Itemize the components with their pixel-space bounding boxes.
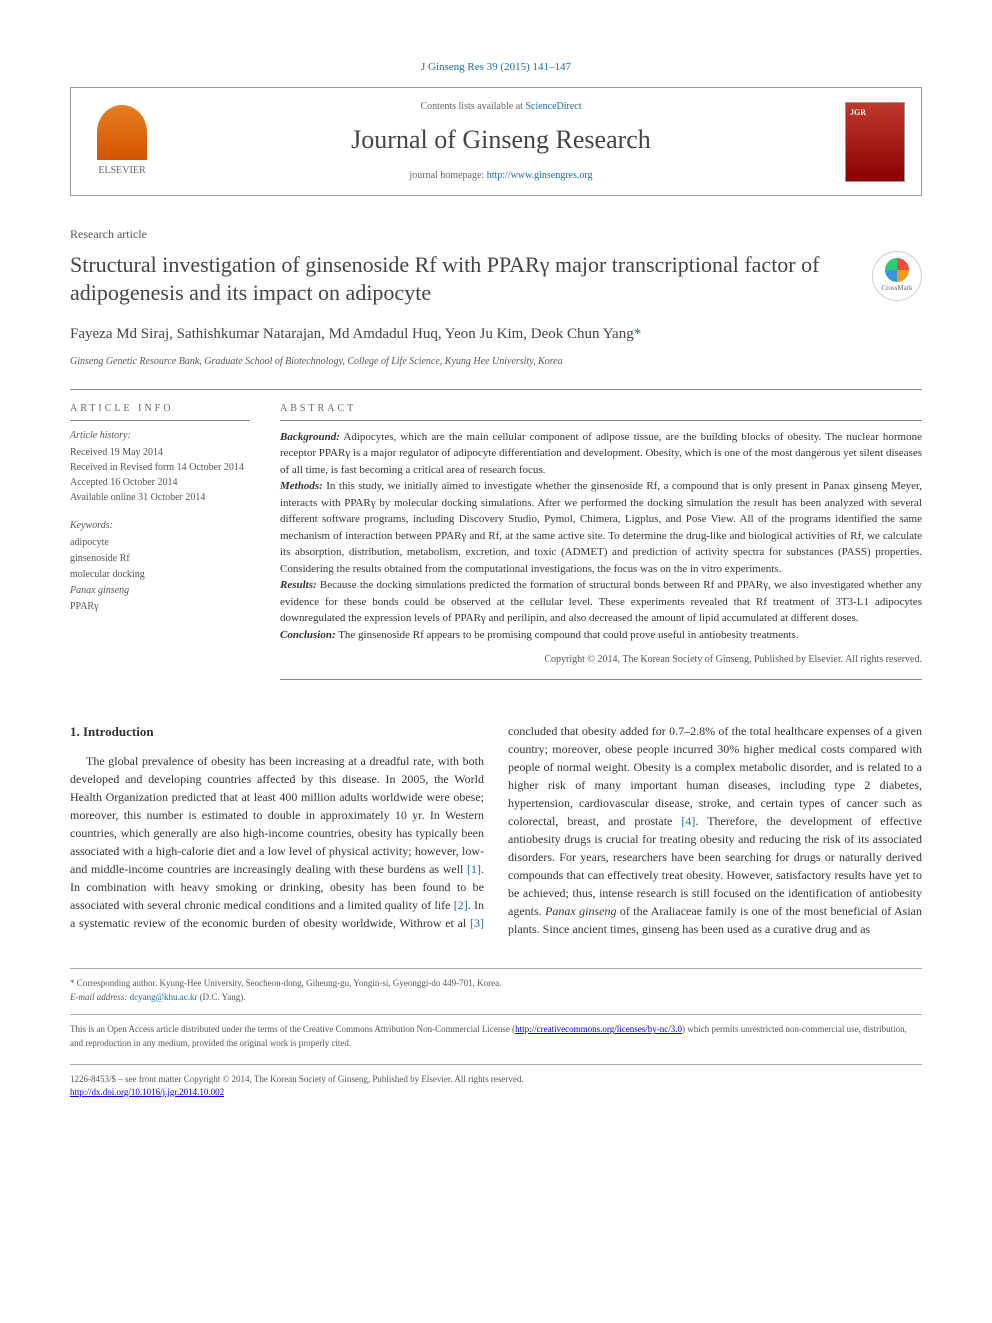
article-title: Structural investigation of ginsenoside … (70, 251, 852, 308)
abstract-text: Background: Adipocytes, which are the ma… (280, 429, 922, 644)
email-link[interactable]: dcyang@khu.ac.kr (130, 992, 198, 1002)
methods-label: Methods: (280, 480, 323, 492)
ref-link[interactable]: [2] (454, 898, 468, 912)
doi-link[interactable]: http://dx.doi.org/10.1016/j.jgr.2014.10.… (70, 1087, 224, 1097)
sciencedirect-link[interactable]: ScienceDirect (525, 101, 581, 112)
background-text: Adipocytes, which are the main cellular … (280, 431, 922, 476)
journal-reference: J Ginseng Res 39 (2015) 141–147 (70, 60, 922, 75)
keywords-list: adipocyte ginsenoside Rf molecular docki… (70, 535, 250, 615)
abstract-heading: ABSTRACT (280, 402, 922, 421)
history-label: Article history: (70, 429, 250, 443)
author-list: Fayeza Md Siraj, Sathishkumar Natarajan,… (70, 326, 634, 342)
homepage-link[interactable]: http://www.ginsengres.org (487, 170, 593, 181)
article-type: Research article (70, 226, 922, 243)
corr-text: Kyung-Hee University, Seocheon-dong, Gih… (160, 978, 502, 988)
contents-line: Contents lists available at ScienceDirec… (173, 100, 829, 114)
corresponding-footer: * Corresponding author. Kyung-Hee Univer… (70, 968, 922, 1004)
accepted-date: Accepted 16 October 2014 (70, 475, 250, 490)
results-text: Because the docking simulations predicte… (280, 579, 922, 624)
keyword: Panax ginseng (70, 583, 250, 599)
section-heading: 1. Introduction (70, 722, 484, 742)
background-label: Background: (280, 431, 340, 443)
received-date: Received 19 May 2014 (70, 445, 250, 460)
ref-link[interactable]: [4] (681, 814, 695, 828)
issn-copyright: 1226-8453/$ – see front matter Copyright… (70, 1064, 922, 1098)
keyword: ginsenoside Rf (70, 551, 250, 567)
contents-prefix: Contents lists available at (420, 101, 525, 112)
ref-link[interactable]: [3] (470, 916, 484, 930)
license-link[interactable]: http://creativecommons.org/licenses/by-n… (515, 1024, 682, 1034)
journal-header: ELSEVIER Contents lists available at Sci… (70, 87, 922, 195)
crossmark-label: CrossMark (881, 284, 912, 294)
title-row: Structural investigation of ginsenoside … (70, 251, 922, 308)
corr-label: * Corresponding author. (70, 978, 160, 988)
conclusion-text: The ginsenoside Rf appears to be promisi… (336, 629, 799, 641)
keyword: molecular docking (70, 567, 250, 583)
issn-line: 1226-8453/$ – see front matter Copyright… (70, 1073, 922, 1086)
revised-date: Received in Revised form 14 October 2014 (70, 460, 250, 475)
methods-text: In this study, we initially aimed to inv… (280, 480, 922, 575)
journal-name: Journal of Ginseng Research (173, 122, 829, 158)
email-label: E-mail address: (70, 992, 130, 1002)
elsevier-logo: ELSEVIER (87, 102, 157, 182)
homepage-line: journal homepage: http://www.ginsengres.… (173, 169, 829, 183)
publisher-name: ELSEVIER (98, 164, 145, 178)
abstract: ABSTRACT Background: Adipocytes, which a… (280, 402, 922, 693)
license-block: This is an Open Access article distribut… (70, 1014, 922, 1050)
keyword: adipocyte (70, 535, 250, 551)
info-abstract-row: ARTICLE INFO Article history: Received 1… (70, 402, 922, 693)
authors: Fayeza Md Siraj, Sathishkumar Natarajan,… (70, 324, 922, 345)
header-center: Contents lists available at ScienceDirec… (173, 100, 829, 182)
crossmark-badge[interactable]: CrossMark (872, 251, 922, 301)
ref-link[interactable]: [1] (467, 862, 481, 876)
divider (70, 389, 922, 390)
corresponding-mark: * (634, 326, 642, 342)
intro-paragraph: The global prevalence of obesity has bee… (70, 722, 922, 938)
conclusion-label: Conclusion: (280, 629, 336, 641)
results-label: Results: (280, 579, 317, 591)
homepage-prefix: journal homepage: (409, 170, 486, 181)
body-text: 1. Introduction The global prevalence of… (70, 722, 922, 938)
email-suffix: (D.C. Yang). (197, 992, 245, 1002)
affiliation: Ginseng Genetic Resource Bank, Graduate … (70, 355, 922, 369)
keyword: PPARγ (70, 599, 250, 615)
article-info-heading: ARTICLE INFO (70, 402, 250, 421)
crossmark-icon (885, 258, 909, 282)
keywords-label: Keywords: (70, 519, 250, 533)
online-date: Available online 31 October 2014 (70, 490, 250, 505)
elsevier-tree-icon (97, 105, 147, 160)
journal-cover-thumbnail (845, 102, 905, 182)
abstract-copyright: Copyright © 2014, The Korean Society of … (280, 653, 922, 667)
divider (280, 679, 922, 680)
article-info: ARTICLE INFO Article history: Received 1… (70, 402, 250, 693)
